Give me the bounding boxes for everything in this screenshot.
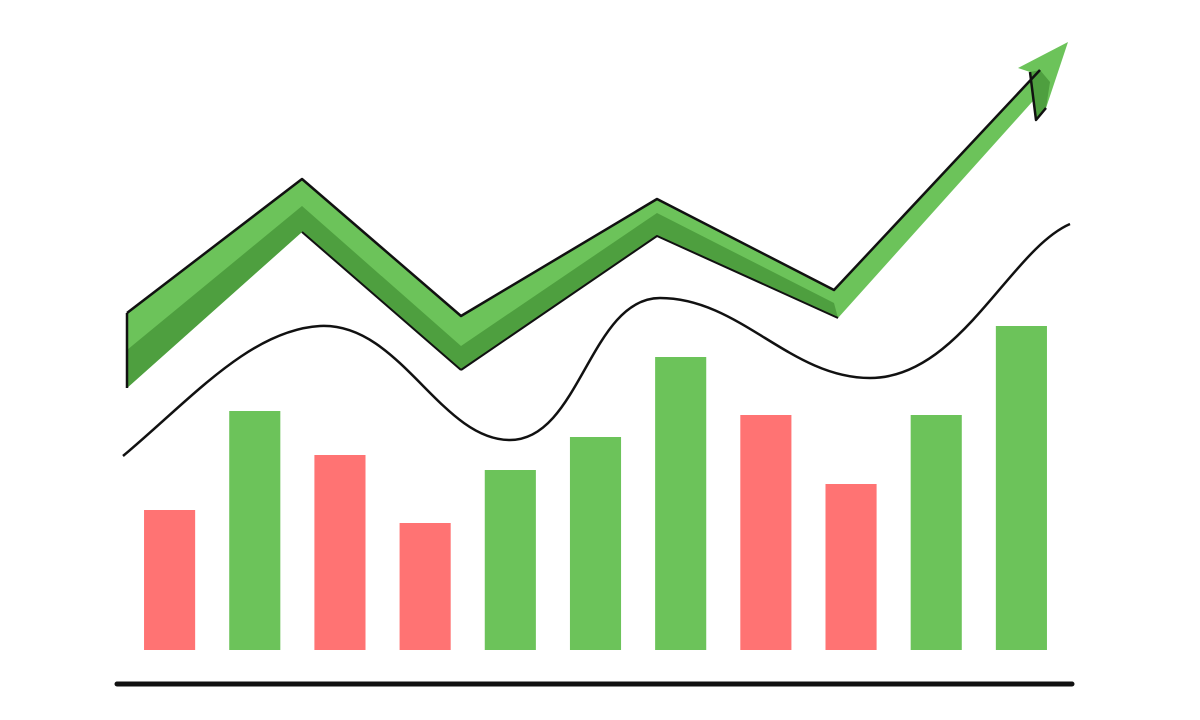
bar (484, 470, 536, 650)
bar (910, 415, 962, 650)
bar (399, 523, 451, 650)
arrow-outline (460, 235, 839, 371)
arrow-shade (127, 206, 838, 388)
arrow-body (127, 70, 1050, 388)
growth-arrow (125, 42, 1068, 388)
bar (740, 415, 792, 650)
arrow-outline (126, 69, 1041, 318)
bar (825, 484, 877, 650)
trend-curve (122, 222, 1071, 457)
bar (314, 455, 366, 650)
bar (229, 411, 281, 650)
bars (144, 326, 1047, 650)
arrow-outline (1028, 71, 1047, 122)
bar (569, 437, 622, 650)
bar (655, 357, 707, 650)
bar (995, 326, 1047, 650)
arrow-outline (301, 231, 462, 371)
bar (144, 510, 196, 650)
